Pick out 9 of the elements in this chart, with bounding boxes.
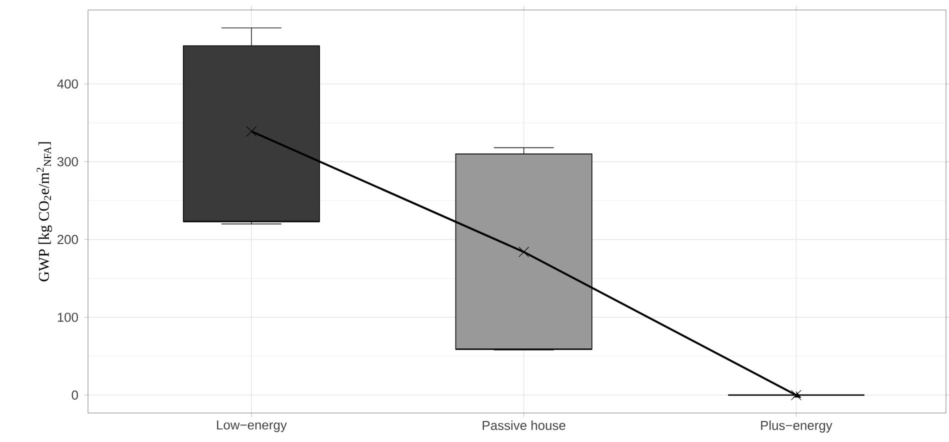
x-tick-label: Plus−energy: [761, 420, 832, 433]
y-tick-label: 300: [57, 157, 78, 166]
x-tick-label: Low−energy: [217, 420, 287, 432]
y-tick-label: 100: [58, 312, 78, 322]
y-tick-label: 400: [57, 79, 78, 88]
y-tick-label: 0: [72, 390, 78, 400]
y-tick-label: 200: [58, 234, 78, 244]
y-axis-title: GWP [kg CO$_{2}$e/m$^{2}$$_{NFA}$]: [36, 142, 52, 282]
x-tick-label: Passive house: [482, 420, 566, 430]
